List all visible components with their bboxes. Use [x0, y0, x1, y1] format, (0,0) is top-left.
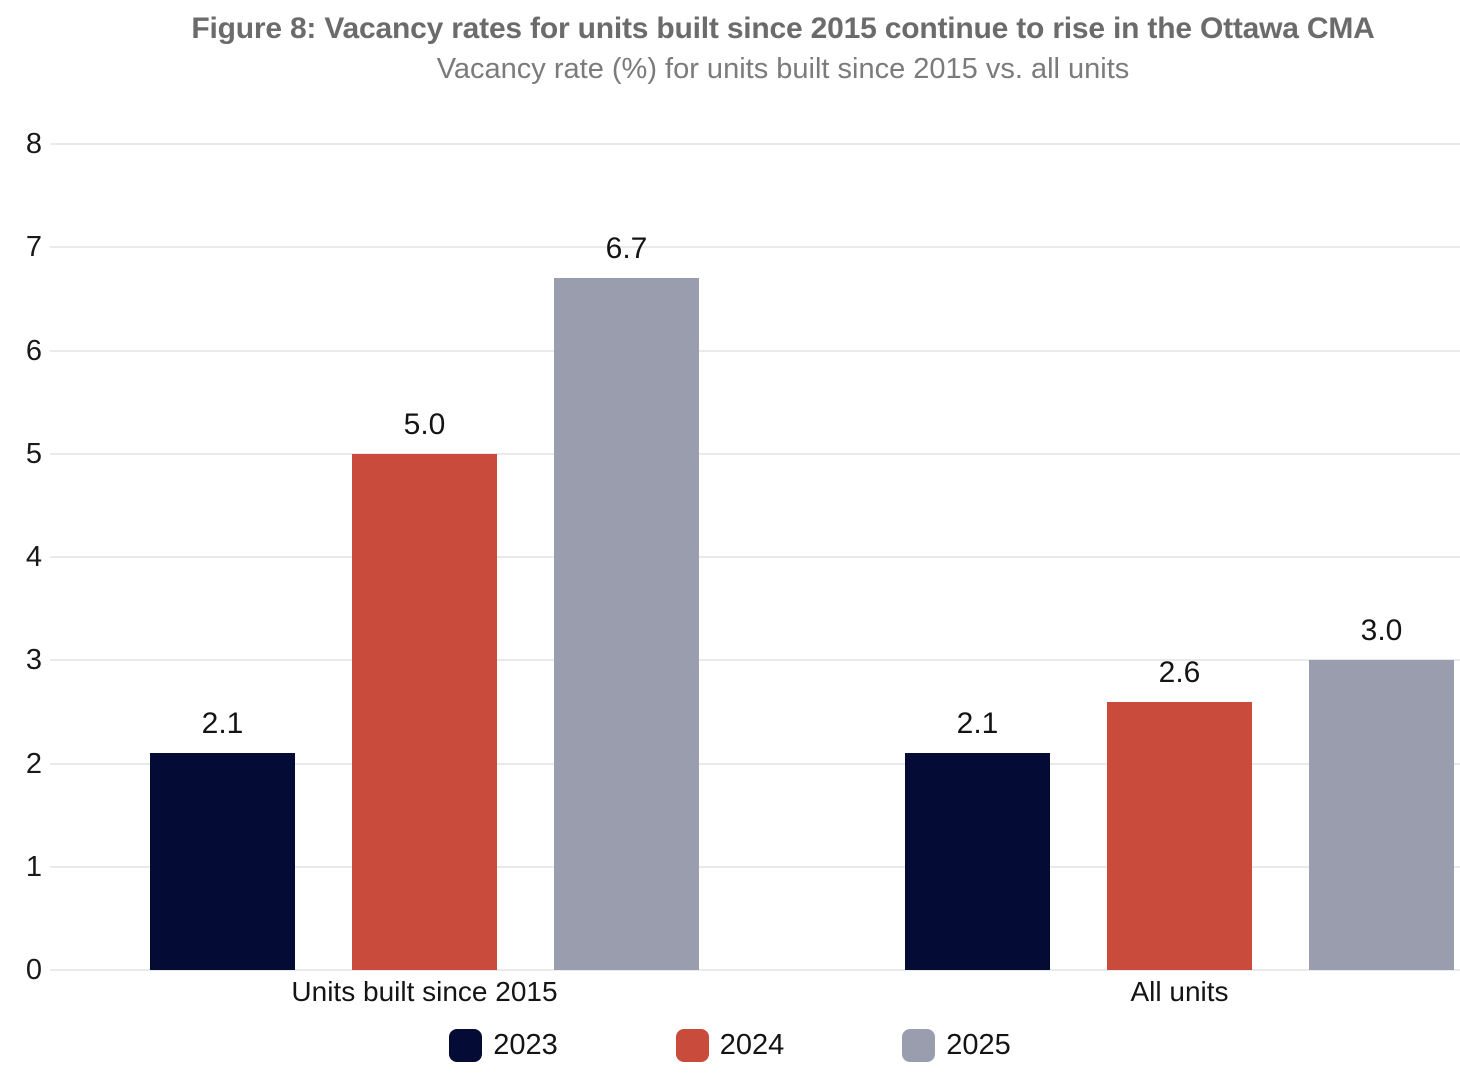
bar-2023-all-units — [905, 753, 1050, 970]
bar-2024-all-units — [1107, 701, 1252, 970]
legend-swatch — [675, 1028, 709, 1062]
gridline — [50, 865, 1460, 868]
gridline — [50, 762, 1460, 765]
legend-item-2025: 2025 — [902, 1028, 1011, 1062]
chart-title: Figure 8: Vacancy rates for units built … — [191, 12, 1375, 45]
bar-value-label: 2.1 — [201, 707, 244, 741]
y-axis-tick-label: 7 — [25, 231, 42, 264]
gridline — [50, 349, 1460, 352]
legend-item-label: 2025 — [946, 1029, 1011, 1061]
gridline — [50, 556, 1460, 558]
legend-item-label: 2024 — [719, 1029, 785, 1061]
y-axis-tick-label: 3 — [25, 644, 42, 677]
x-axis-category-label-units-built-since-2015: Units built since 2015 — [291, 976, 558, 1007]
gridline — [50, 452, 1460, 455]
legend: 2023 2024 2025 — [0, 1028, 1460, 1062]
y-axis-tick-label: 2 — [25, 747, 42, 780]
bar-2023-units-built-since-2015 — [150, 753, 295, 970]
bar-value-label: 6.7 — [605, 232, 648, 266]
bar-value-label: 2.6 — [1158, 655, 1201, 689]
y-axis-tick-label: 5 — [25, 437, 42, 470]
y-axis-tick-label: 0 — [25, 954, 42, 986]
bar-value-label: 2.1 — [956, 707, 999, 741]
gridline — [50, 246, 1460, 249]
bar-2025-units-built-since-2015 — [554, 278, 699, 970]
gridline — [50, 143, 1460, 145]
bar-value-label: 3.0 — [1360, 614, 1403, 648]
legend-item-2023: 2023 — [449, 1028, 558, 1062]
y-axis-tick-label: 4 — [25, 541, 42, 573]
gridline — [50, 659, 1460, 662]
chart-subtitle: Vacancy rate (%) for units built since 2… — [436, 53, 1130, 85]
bar-2025-all-units — [1309, 660, 1454, 970]
bar-value-label: 5.0 — [403, 407, 446, 441]
legend-swatch — [449, 1028, 483, 1062]
bar-2024-units-built-since-2015 — [352, 453, 497, 970]
legend-item-2024: 2024 — [675, 1028, 785, 1062]
y-axis-tick-label: 6 — [25, 334, 42, 367]
y-axis-tick-label: 1 — [25, 850, 42, 883]
x-axis-category-label-all-units: All units — [1130, 976, 1229, 1007]
gridline — [50, 969, 1460, 971]
y-axis-tick-label: 8 — [25, 128, 42, 160]
legend-swatch — [902, 1028, 936, 1062]
legend-item-label: 2023 — [493, 1029, 558, 1061]
